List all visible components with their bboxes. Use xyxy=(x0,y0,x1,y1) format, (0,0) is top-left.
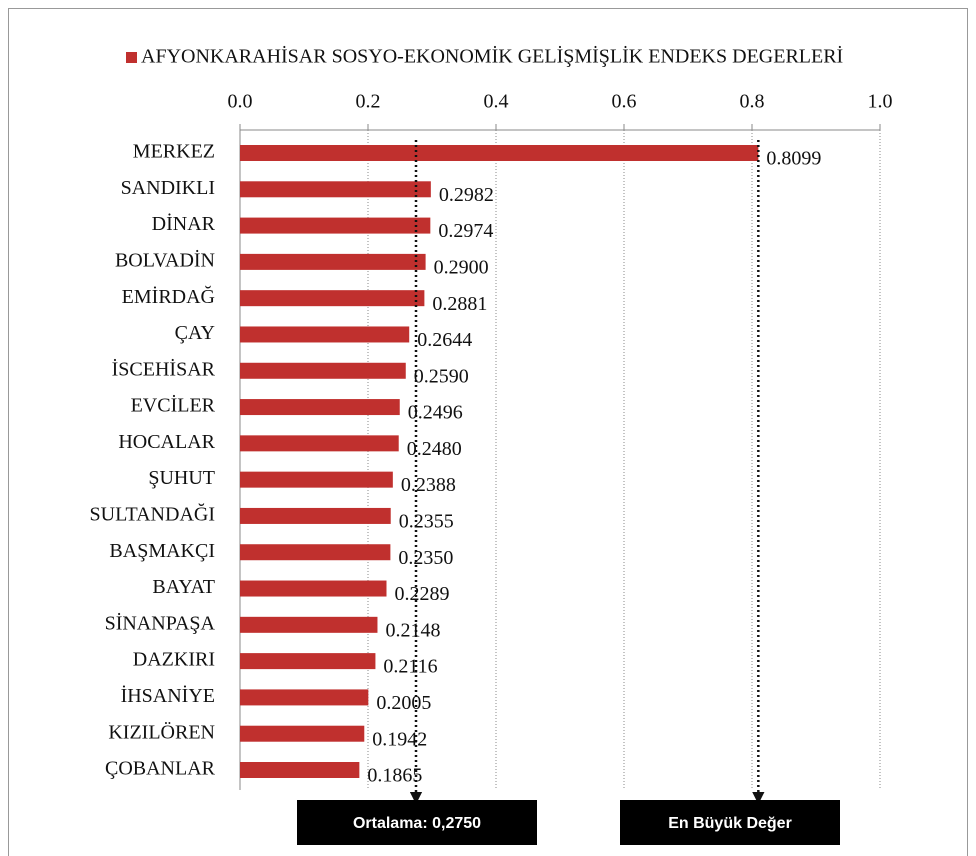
x-tick-label: 0.8 xyxy=(740,91,765,113)
data-label: 0.2974 xyxy=(438,220,493,242)
y-tick-label: BAYAT xyxy=(152,576,215,598)
annotation-box xyxy=(297,800,537,845)
data-label: 0.2289 xyxy=(394,583,449,605)
data-label: 0.2900 xyxy=(434,256,489,278)
x-tick-label: 0.0 xyxy=(228,91,253,113)
y-tick-label: ŞUHUT xyxy=(148,467,215,489)
data-label: 0.8099 xyxy=(766,148,821,170)
y-tick-label: ÇOBANLAR xyxy=(105,758,216,780)
data-label: 0.2388 xyxy=(401,474,456,496)
bar xyxy=(240,544,391,561)
y-tick-label: BAŞMAKÇI xyxy=(109,540,215,562)
bar xyxy=(240,471,393,488)
y-tick-label: İHSANİYE xyxy=(121,684,215,707)
bar xyxy=(240,653,376,670)
annotation-text: Ortalama: 0,2750 xyxy=(353,815,481,832)
bar xyxy=(240,362,406,379)
data-label: 0.2148 xyxy=(385,619,440,641)
bar xyxy=(240,326,410,343)
x-tick-label: 0.4 xyxy=(484,91,509,113)
x-tick-label: 0.2 xyxy=(356,91,381,113)
bar xyxy=(240,616,378,633)
bar xyxy=(240,689,369,706)
bar xyxy=(240,435,399,452)
legend-swatch xyxy=(126,52,137,63)
y-tick-label: SANDIKLI xyxy=(121,177,215,199)
bar xyxy=(240,762,360,778)
data-label: 0.2350 xyxy=(398,547,453,569)
bar xyxy=(240,725,365,742)
data-label: 0.1865 xyxy=(367,765,422,787)
y-tick-label: DİNAR xyxy=(152,212,216,235)
chart-border xyxy=(8,8,968,856)
data-label: 0.2116 xyxy=(383,656,437,678)
y-tick-label: MERKEZ xyxy=(133,141,215,163)
y-tick-label: SİNANPAŞA xyxy=(105,611,216,634)
bar xyxy=(240,507,391,524)
y-tick-label: İSCEHİSAR xyxy=(112,357,216,380)
bar xyxy=(240,399,400,416)
annotation-text: En Büyük Değer xyxy=(668,815,792,832)
legend-label: AFYONKARAHİSAR SOSYO-EKONOMİK GELİŞMİŞLİ… xyxy=(141,45,843,68)
annotation-box xyxy=(620,800,840,845)
y-tick-label: KIZILÖREN xyxy=(108,720,215,743)
bar xyxy=(240,580,387,597)
y-tick-label: BOLVADİN xyxy=(115,248,215,271)
data-label: 0.2480 xyxy=(407,438,462,460)
bar xyxy=(240,145,759,161)
bar xyxy=(240,290,425,307)
data-label: 0.2496 xyxy=(408,402,463,424)
y-tick-label: DAZKIRI xyxy=(133,649,215,671)
y-tick-label: EVCİLER xyxy=(131,394,216,417)
y-tick-label: SULTANDAĞI xyxy=(90,503,215,526)
data-label: 0.2982 xyxy=(439,184,494,206)
y-tick-label: ÇAY xyxy=(175,322,215,344)
bar xyxy=(240,181,431,198)
data-label: 0.1942 xyxy=(372,728,427,750)
data-label: 0.2590 xyxy=(414,365,469,387)
bar xyxy=(240,253,426,270)
bar xyxy=(240,217,431,234)
y-tick-label: HOCALAR xyxy=(118,431,215,453)
y-tick-label: EMİRDAĞ xyxy=(122,285,215,308)
data-label: 0.2644 xyxy=(417,329,472,351)
data-label: 0.2005 xyxy=(376,692,431,714)
x-tick-label: 0.6 xyxy=(612,91,637,113)
x-tick-label: 1.0 xyxy=(868,91,893,113)
data-label: 0.2355 xyxy=(399,511,454,533)
data-label: 0.2881 xyxy=(432,293,487,315)
